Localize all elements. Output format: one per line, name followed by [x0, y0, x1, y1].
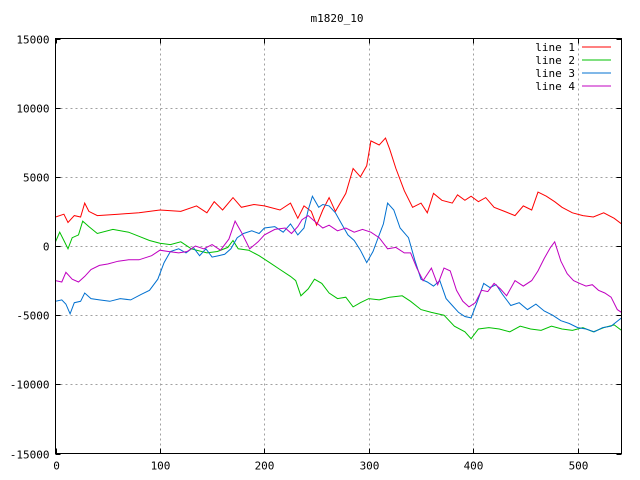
y-tick-label: 5000 — [23, 172, 50, 185]
x-tick-label: 300 — [360, 460, 380, 473]
x-tick-label: 100 — [151, 460, 171, 473]
grid-lines — [55, 38, 622, 454]
x-tick-label: 200 — [255, 460, 275, 473]
y-tick-label: 0 — [43, 241, 50, 254]
legend-label: line 3 — [535, 67, 575, 80]
y-tick-label: 10000 — [16, 103, 49, 116]
series-line-4 — [55, 214, 622, 313]
x-tick-label: 400 — [464, 460, 484, 473]
series-line-1 — [55, 137, 622, 227]
chart-title: m1820_10 — [311, 12, 364, 25]
plot-frame — [55, 38, 622, 454]
legend-label: line 4 — [535, 80, 575, 93]
y-tick-label: 15000 — [16, 34, 49, 47]
x-tick-label: 0 — [53, 460, 60, 473]
series-line-3 — [55, 194, 622, 333]
y-tick-label: -15000 — [10, 449, 50, 462]
x-tick-label: 500 — [569, 460, 589, 473]
legend-label: line 2 — [535, 54, 575, 67]
series-line-2 — [55, 220, 622, 340]
y-tick-label: -10000 — [10, 379, 50, 392]
plot-area — [55, 137, 622, 340]
axis-ticks: -15000 -10000 -5000 0 5000 10000 15000 0 100 200 3… — [10, 34, 622, 473]
y-tick-label: -5000 — [16, 310, 49, 323]
legend-label: line 1 — [535, 41, 575, 54]
